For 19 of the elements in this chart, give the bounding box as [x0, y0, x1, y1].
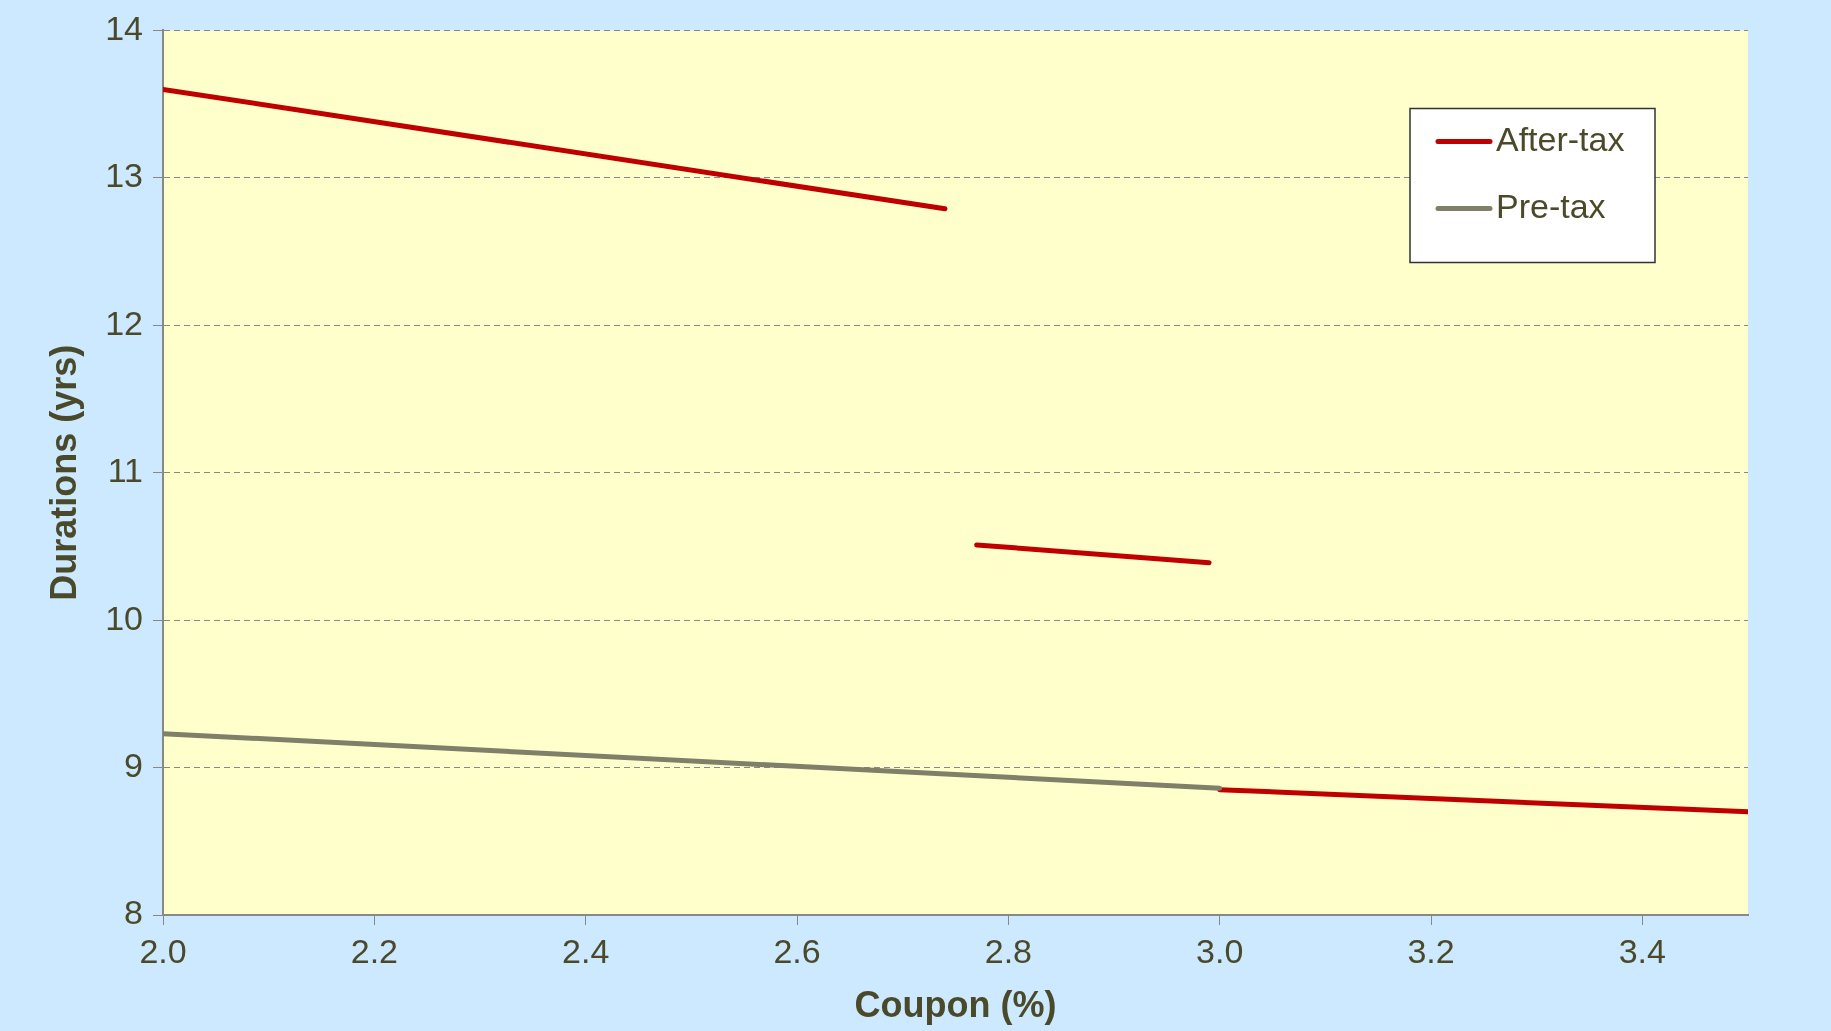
y-tick-label: 12	[105, 303, 144, 342]
x-tick-label: 2.6	[773, 931, 821, 970]
y-tick-label: 11	[107, 451, 144, 490]
y-tick-label: 9	[124, 745, 144, 784]
x-tick-label: 3.4	[1618, 931, 1666, 970]
x-tick-label: 2.0	[139, 931, 187, 970]
x-tick-label: 2.2	[350, 931, 398, 970]
legend-label: Pre-tax	[1496, 186, 1606, 225]
x-tick-label: 3.2	[1407, 931, 1455, 970]
x-tick-label: 3.0	[1196, 931, 1244, 970]
y-tick-label: 14	[105, 8, 144, 47]
y-axis-title: Durations (yrs)	[42, 344, 84, 601]
x-tick-label: 2.4	[562, 931, 610, 970]
legend-label: After-tax	[1496, 119, 1625, 158]
x-axis-title: Coupon (%)	[854, 984, 1057, 1026]
y-tick-label: 10	[105, 598, 144, 637]
y-tick-label: 13	[105, 156, 144, 195]
x-tick-label: 2.8	[984, 931, 1032, 970]
y-tick-label: 8	[124, 893, 144, 932]
